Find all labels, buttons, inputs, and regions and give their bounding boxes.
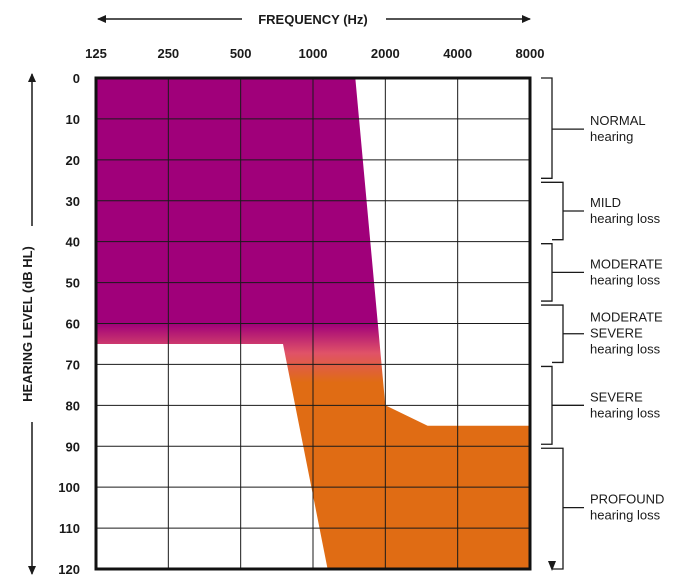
category-sublabel: hearing loss bbox=[590, 211, 661, 226]
y-tick-label: 80 bbox=[66, 398, 80, 413]
plot-area bbox=[94, 76, 532, 571]
y-tick-label: 100 bbox=[58, 480, 80, 495]
x-tick-label: 125 bbox=[85, 46, 107, 61]
category-bracket bbox=[541, 181, 564, 241]
category-label: NORMAL bbox=[590, 113, 646, 128]
y-tick-label: 120 bbox=[58, 562, 80, 577]
category-bracket bbox=[541, 77, 553, 179]
y-tick-label: 50 bbox=[66, 276, 80, 291]
category-label: PROFOUND bbox=[590, 492, 664, 507]
profound-arrow bbox=[548, 561, 556, 571]
category-bracket bbox=[541, 365, 553, 445]
category-sublabel: hearing loss bbox=[590, 405, 661, 420]
category-label: SEVERE bbox=[590, 326, 643, 341]
x-tick-label: 250 bbox=[157, 46, 179, 61]
category-sublabel: hearing bbox=[590, 129, 633, 144]
y-tick-label: 60 bbox=[66, 317, 80, 332]
x-tick-label: 2000 bbox=[371, 46, 400, 61]
category-sublabel: hearing loss bbox=[590, 272, 661, 287]
y-tick-label: 20 bbox=[66, 153, 80, 168]
y-tick-label: 0 bbox=[73, 71, 80, 86]
category-label: MILD bbox=[590, 195, 621, 210]
y-tick-label: 40 bbox=[66, 235, 80, 250]
category-label: SEVERE bbox=[590, 389, 643, 404]
y-tick-label: 90 bbox=[66, 439, 80, 454]
x-axis-title: FREQUENCY (Hz) bbox=[258, 12, 368, 27]
x-tick-label: 1000 bbox=[299, 46, 328, 61]
x-tick-labels: 125 250 500 1000 2000 4000 8000 bbox=[85, 46, 544, 61]
category-label: MODERATE bbox=[590, 310, 663, 325]
category-sublabel: hearing loss bbox=[590, 508, 661, 523]
category-bracket bbox=[541, 447, 564, 570]
category-bracket bbox=[541, 243, 553, 302]
y-tick-label: 10 bbox=[66, 112, 80, 127]
y-tick-label: 110 bbox=[59, 521, 80, 536]
category-bracket bbox=[541, 304, 564, 364]
category-sublabel: hearing loss bbox=[590, 342, 661, 357]
y-tick-labels: 0 10 20 30 40 50 60 70 80 90 100 110 120 bbox=[58, 71, 80, 577]
plot-frame bbox=[94, 76, 532, 571]
x-tick-label: 4000 bbox=[443, 46, 472, 61]
x-tick-label: 500 bbox=[230, 46, 252, 61]
y-tick-label: 30 bbox=[66, 194, 80, 209]
category-label: MODERATE bbox=[590, 256, 663, 271]
y-axis-title: HEARING LEVEL (dB HL) bbox=[20, 246, 35, 402]
y-tick-label: 70 bbox=[66, 357, 80, 372]
x-tick-label: 8000 bbox=[516, 46, 545, 61]
